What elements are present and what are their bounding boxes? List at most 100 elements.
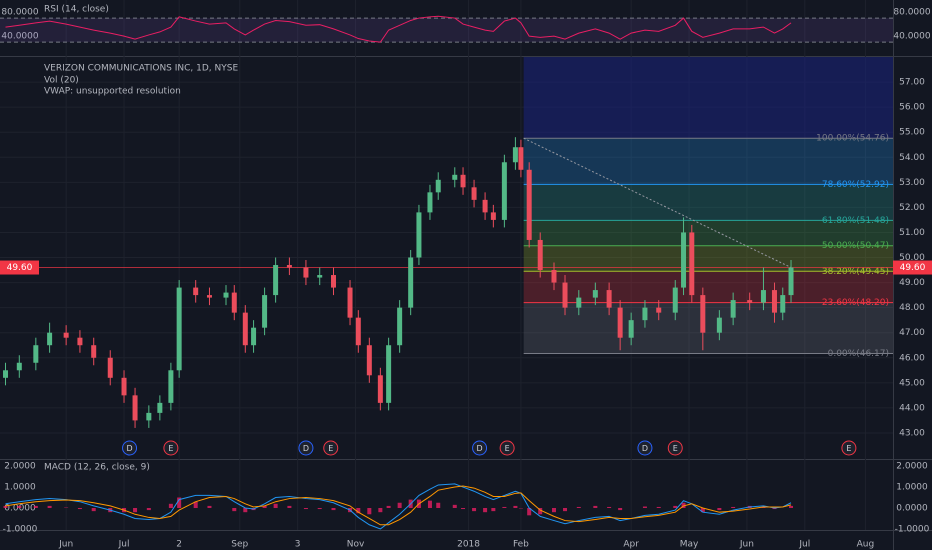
event-marker <box>472 440 488 456</box>
candle-body <box>397 307 403 346</box>
candle-body <box>157 402 163 413</box>
fib-zone <box>523 138 893 185</box>
candle-body <box>760 290 766 303</box>
histogram-bar <box>527 507 532 516</box>
x-tick-label: Sep <box>231 540 248 550</box>
histogram-bar <box>436 502 441 508</box>
histogram-bar <box>700 507 705 513</box>
candle-body <box>33 345 39 363</box>
event-label: D <box>642 444 648 453</box>
y-tick-label: 0.0000 <box>896 503 928 513</box>
candle-body <box>672 287 678 313</box>
fib-zone <box>523 57 893 139</box>
histogram-bar <box>656 506 661 508</box>
histogram-bar <box>3 505 8 508</box>
candle-body <box>355 317 361 346</box>
x-tick-label: Nov <box>347 540 365 550</box>
candle-body <box>788 267 794 296</box>
event-label: D <box>126 444 132 453</box>
candle-body <box>562 282 568 308</box>
candle-body <box>3 370 9 378</box>
macd-title: MACD (12, 26, close, 9) <box>44 463 150 473</box>
event-marker <box>163 440 179 456</box>
x-tick-label: Jul <box>118 540 130 550</box>
y-tick-label: 51.00 <box>899 228 925 238</box>
histogram-bar <box>386 505 391 508</box>
fib-label: 100.00%(54.76) <box>816 134 889 144</box>
price-tag <box>0 260 39 275</box>
event-marker <box>298 440 314 456</box>
histogram-bar <box>761 506 766 508</box>
fib-zone <box>523 271 893 303</box>
candle-body <box>780 295 786 313</box>
y-tick-label: 54.00 <box>899 153 925 163</box>
histogram-bar <box>642 506 647 508</box>
candle-body <box>347 287 353 318</box>
candle-body <box>537 239 543 271</box>
histogram-bar <box>133 507 138 513</box>
candle-body <box>482 199 488 213</box>
y-tick-label: 44.00 <box>899 403 925 413</box>
candle-body <box>460 174 466 188</box>
x-tick-label: Jun <box>739 540 754 550</box>
fib-label: 0.00%(46.17) <box>828 349 889 359</box>
histogram-bar <box>618 507 623 511</box>
histogram-bar <box>193 501 198 508</box>
candle-body <box>551 270 557 283</box>
fib-label: 61.80%(51.48) <box>822 216 889 226</box>
histogram-bar <box>731 506 736 508</box>
event-label: E <box>328 444 333 453</box>
candle-body <box>700 295 706 333</box>
fib-zone <box>523 302 893 354</box>
rsi-line <box>5 15 792 43</box>
histogram-bar <box>563 507 568 512</box>
y-tick-label: 80.0000 <box>1 8 38 18</box>
candle-body <box>168 370 174 403</box>
candle-body <box>771 290 777 313</box>
histogram-bar <box>367 507 372 515</box>
subtitle: Vol (20) <box>44 76 79 86</box>
histogram-bar <box>262 505 267 508</box>
candle-body <box>132 395 138 421</box>
candle-body <box>47 332 53 346</box>
rsi-band <box>0 18 893 43</box>
x-tick-label: Apr <box>623 540 639 550</box>
candle-body <box>317 275 323 278</box>
candle-body <box>91 345 97 358</box>
signal-line <box>5 485 792 526</box>
event-label: D <box>476 444 482 453</box>
candle-body <box>251 327 257 346</box>
y-tick-label: 53.00 <box>899 178 925 188</box>
fib-label: 50.00%(50.47) <box>822 241 889 251</box>
y-tick-label: 40.0000 <box>1 32 38 42</box>
y-tick-label: 45.00 <box>899 378 925 388</box>
candle-body <box>427 192 433 213</box>
y-tick-label: -1.0000 <box>895 524 930 534</box>
histogram-bar <box>483 507 488 513</box>
histogram-bar <box>576 506 581 508</box>
candle-body <box>63 332 69 338</box>
histogram-bar <box>397 502 402 508</box>
fib-label: 38.20%(49.45) <box>822 267 889 277</box>
y-tick-label: 1.0000 <box>896 483 928 493</box>
y-tick-label: 2.0000 <box>4 462 36 472</box>
histogram-bar <box>551 507 556 513</box>
event-label: E <box>505 444 510 453</box>
histogram-bar <box>681 502 686 508</box>
event-label: E <box>846 444 851 453</box>
candle-body <box>303 267 309 278</box>
candle-body <box>330 275 336 288</box>
histogram-bar <box>502 506 507 508</box>
candle-body <box>526 169 532 240</box>
candle-body <box>273 265 279 296</box>
y-tick-label: 46.00 <box>899 353 925 363</box>
histogram-bar <box>491 507 496 512</box>
x-tick-label: 3 <box>295 540 301 550</box>
rsi-title: RSI (14, close) <box>44 5 109 15</box>
y-tick-label: 2.0000 <box>896 462 928 472</box>
event-marker <box>841 440 857 456</box>
candle-body <box>656 307 662 313</box>
candle-body <box>206 295 212 298</box>
x-tick-label: 2018 <box>457 540 480 550</box>
candle-body <box>435 179 441 193</box>
